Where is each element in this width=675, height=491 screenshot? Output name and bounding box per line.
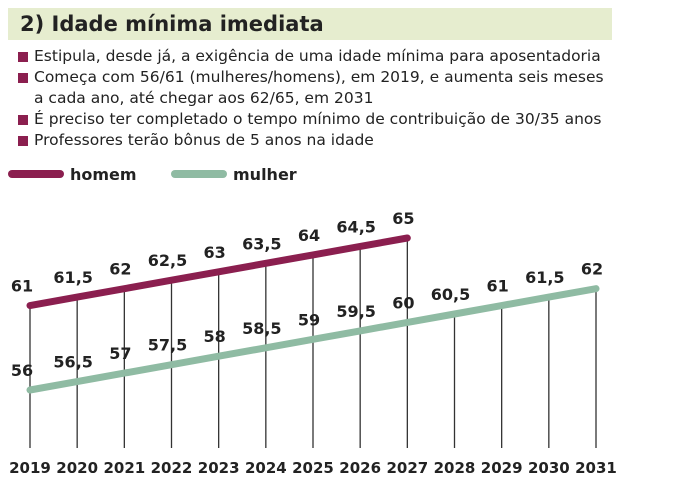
line (26, 285, 600, 394)
bullet-square (18, 115, 28, 125)
bullet: Estipula, desde já, a exigência de uma i… (18, 46, 618, 67)
bullet-square (18, 52, 28, 62)
data-label: 62 (109, 260, 131, 279)
data-label: 62,5 (148, 251, 187, 270)
data-label: 56 (11, 361, 33, 380)
x-tick-label: 2022 (151, 459, 193, 477)
data-label: 61,5 (53, 268, 92, 287)
data-label: 61 (11, 277, 33, 296)
bullet: Professores terão bônus de 5 anos na ida… (18, 130, 618, 151)
bullet-text: Professores terão bônus de 5 anos na ida… (34, 131, 374, 149)
x-tick-label: 2020 (56, 459, 98, 477)
data-label: 63 (204, 243, 226, 262)
line (26, 234, 411, 310)
data-label: 56,5 (53, 353, 92, 372)
data-label: 61 (487, 277, 509, 296)
x-tick-label: 2028 (434, 459, 476, 477)
data-label: 58 (204, 327, 226, 346)
x-tick-label: 2021 (103, 459, 145, 477)
x-tick-label: 2029 (481, 459, 523, 477)
data-label: 57,5 (148, 336, 187, 355)
x-tick-label: 2019 (9, 459, 51, 477)
x-tick-label: 2025 (292, 459, 334, 477)
x-tick-label: 2027 (386, 459, 428, 477)
data-label: 64,5 (336, 217, 375, 236)
data-label: 57 (109, 344, 131, 363)
x-tick-label: 2026 (339, 459, 381, 477)
bullet-square (18, 73, 28, 83)
x-tick-label: 2030 (528, 459, 570, 477)
data-label: 62 (581, 260, 603, 279)
bullet-text: Começa com 56/61 (mulheres/homens), em 2… (34, 68, 604, 107)
bullet-text: Estipula, desde já, a exigência de uma i… (34, 47, 601, 65)
data-label: 59 (298, 310, 320, 329)
data-label: 58,5 (242, 319, 281, 338)
title: 2) Idade mínima imediata (8, 8, 612, 40)
legend-label: mulher (233, 165, 297, 184)
bullet: Começa com 56/61 (mulheres/homens), em 2… (18, 67, 618, 109)
data-label: 65 (392, 209, 414, 228)
bullet: É preciso ter completado o tempo mínimo … (18, 109, 618, 130)
data-label: 63,5 (242, 234, 281, 253)
data-label: 60,5 (431, 285, 470, 304)
x-tick-label: 2023 (198, 459, 240, 477)
data-label: 61,5 (525, 268, 564, 287)
data-label: 60 (392, 293, 414, 312)
data-label: 59,5 (336, 302, 375, 321)
x-tick-label: 2024 (245, 459, 287, 477)
bullet-text: É preciso ter completado o tempo mínimo … (34, 110, 602, 128)
bullets: Estipula, desde já, a exigência de uma i… (18, 46, 618, 151)
data-label: 64 (298, 226, 320, 245)
x-tick-label: 2031 (575, 459, 617, 477)
legend-label: homem (70, 165, 137, 184)
bullet-square (18, 136, 28, 146)
